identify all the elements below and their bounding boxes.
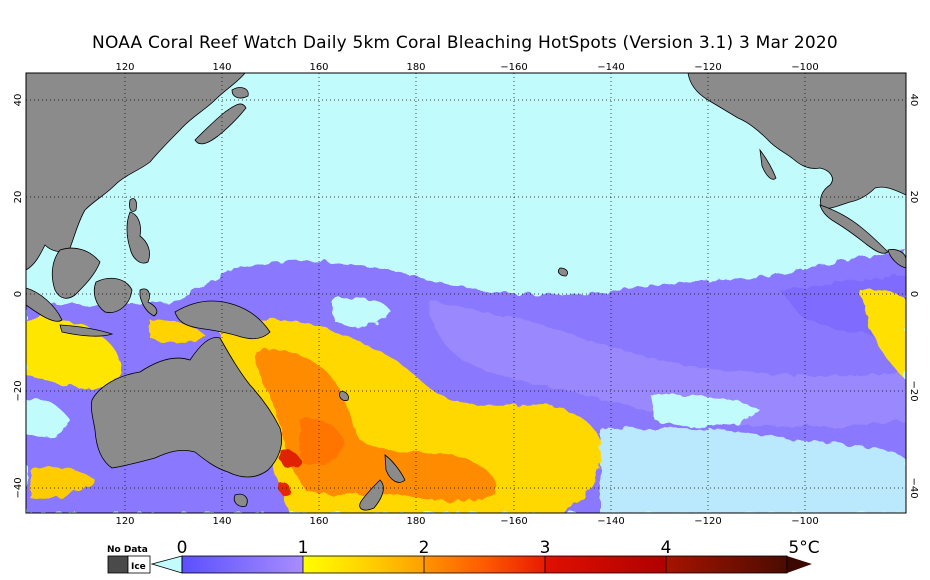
land-taiwan xyxy=(129,198,137,212)
lon-label: 120 xyxy=(115,516,134,527)
land-tasmania xyxy=(233,493,248,507)
stress-yellow-timor xyxy=(150,319,205,343)
lon-label: 160 xyxy=(309,62,328,73)
lat-label: 20 xyxy=(13,191,24,204)
no-stress-patch xyxy=(330,297,390,326)
legend-ice-swatch xyxy=(127,555,151,574)
colorbar-label: 5°C xyxy=(788,538,819,558)
lon-label: 140 xyxy=(212,62,231,73)
colorbar-labels: 0 1 2 3 4 5°C xyxy=(177,538,820,558)
land-new-zealand-south xyxy=(359,479,384,511)
colorbar-segment-4-5 xyxy=(666,556,787,573)
lat-label: 40 xyxy=(908,94,919,107)
colorbar: 0 1 2 3 4 5°C xyxy=(150,538,820,574)
land-new-zealand-north xyxy=(384,454,406,483)
lon-label: −160 xyxy=(500,516,527,527)
legend: No Data Ice 0 1 2 xyxy=(107,538,820,574)
lat-labels-left: 40 20 0 −20 −40 xyxy=(13,94,24,499)
colorbar-label: 2 xyxy=(419,538,430,558)
land-north-america xyxy=(687,73,906,209)
lat-label: 40 xyxy=(13,94,24,107)
land-philippines xyxy=(126,211,150,264)
legend-nodata-label: No Data xyxy=(107,545,148,555)
lon-label: −120 xyxy=(694,62,721,73)
lon-label: 180 xyxy=(406,62,425,73)
colorbar-start-triangle xyxy=(150,555,183,574)
lon-label: −160 xyxy=(500,62,527,73)
land-australia xyxy=(90,337,283,478)
colorbar-ticks xyxy=(181,556,788,573)
lat-labels-right: 40 20 0 −20 −40 xyxy=(908,94,919,499)
legend-ice-label: Ice xyxy=(131,562,146,572)
stress-orange-tasman xyxy=(300,418,345,465)
land-japan xyxy=(194,103,247,145)
lon-label: −140 xyxy=(597,62,624,73)
lon-label: −140 xyxy=(597,516,624,527)
lon-label: 140 xyxy=(212,516,231,527)
colorbar-end-triangle xyxy=(787,556,812,573)
land-new-caledonia xyxy=(339,391,349,401)
colorbar-segment-1-2 xyxy=(303,556,424,573)
land-indochina xyxy=(51,247,101,299)
colorbar-segment-0-1 xyxy=(182,556,303,573)
colorbar-label: 4 xyxy=(661,538,672,558)
no-stress-patch-west xyxy=(26,398,70,438)
lat-label: −20 xyxy=(13,380,24,401)
map-title: NOAA Coral Reef Watch Daily 5km Coral Bl… xyxy=(92,33,838,53)
stress-yellow-west-australia xyxy=(30,467,95,499)
lat-label: −20 xyxy=(908,380,919,401)
graticule xyxy=(26,73,906,513)
lon-label: 120 xyxy=(115,62,134,73)
land-hokkaido xyxy=(231,87,249,99)
land-hawaii xyxy=(558,267,568,277)
colorbar-segment-2-3 xyxy=(424,556,545,573)
stress-yellow-east-pacific xyxy=(860,289,906,380)
lat-label: 0 xyxy=(13,291,24,297)
lon-label: −120 xyxy=(694,516,721,527)
legend-nodata-swatch xyxy=(107,555,129,574)
land-java xyxy=(59,324,114,337)
lat-label: 20 xyxy=(908,191,919,204)
lon-labels-top: 120 140 160 180 −160 −140 −120 −100 xyxy=(115,62,818,73)
land-baja xyxy=(759,148,777,180)
stress-red-hotspot-2 xyxy=(277,481,291,495)
colorbar-label: 1 xyxy=(298,538,309,558)
land-sulawesi xyxy=(139,288,158,317)
land-borneo xyxy=(93,277,133,313)
lat-label: −40 xyxy=(908,477,919,498)
colorbar-label: 0 xyxy=(177,538,188,558)
map-frame xyxy=(25,72,907,514)
colorbar-segment-3-4 xyxy=(545,556,666,573)
no-stress-patch-southeast xyxy=(600,428,906,513)
land-central-america xyxy=(819,204,889,254)
lon-label: −100 xyxy=(791,62,818,73)
stress-red-hotspot xyxy=(280,450,301,469)
lon-label: 180 xyxy=(406,516,425,527)
lat-label: −40 xyxy=(13,477,24,498)
land-sumatra xyxy=(26,287,63,322)
lat-label: 0 xyxy=(908,291,919,297)
land-new-guinea xyxy=(174,300,271,340)
colorbar-label: 3 xyxy=(540,538,551,558)
lon-label: −100 xyxy=(791,516,818,527)
land-south-america xyxy=(887,249,906,269)
land xyxy=(26,73,906,511)
land-asia xyxy=(26,73,246,271)
no-stress-patch-east xyxy=(650,394,760,428)
stress-band-purple-north-pacific xyxy=(430,300,906,427)
lon-labels-bottom: 120 140 160 180 −160 −140 −120 −100 xyxy=(115,516,818,527)
lon-label: 160 xyxy=(309,516,328,527)
map-area xyxy=(26,73,906,513)
